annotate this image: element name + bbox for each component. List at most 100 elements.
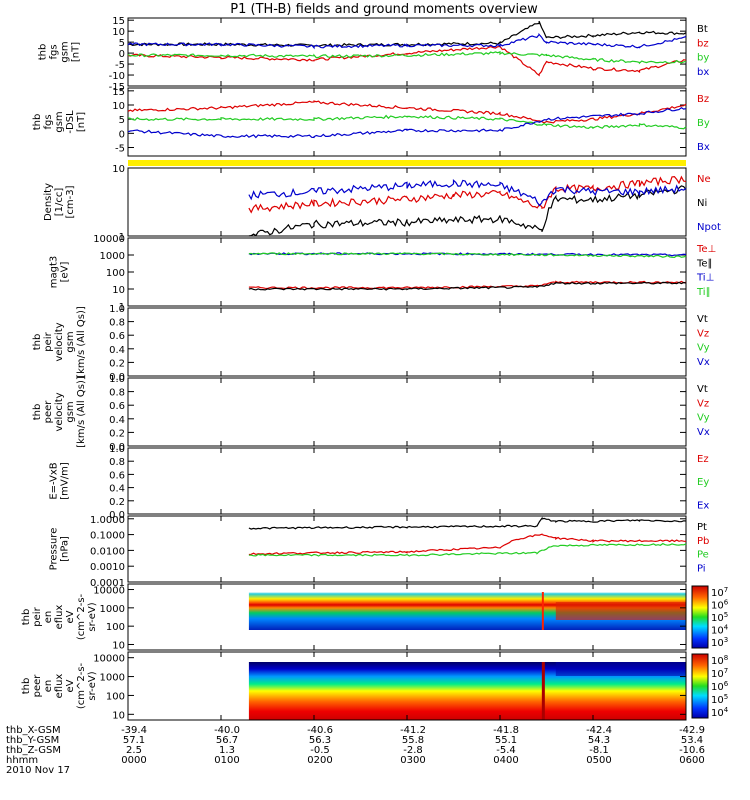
footer-value: 57.1 <box>123 735 145 746</box>
footer-row-label: thb_Z-GSM <box>6 745 61 756</box>
y-tick-label: 10 <box>112 164 125 175</box>
y-tick-label: 100 <box>106 268 125 279</box>
y-axis-title-line: [km/s (All Qs)] <box>76 376 87 448</box>
y-axis-title-line: peir <box>43 331 54 351</box>
series-By <box>127 114 687 130</box>
footer-row-label: thb_X-GSM <box>6 725 61 736</box>
footer-value: -41.8 <box>493 725 519 736</box>
y-tick-label: 0.6 <box>109 401 125 412</box>
y-axis-title-line: gsm <box>65 331 76 352</box>
legend-Pb: Pb <box>697 536 709 547</box>
y-axis-title-line: [mV/m] <box>60 462 71 500</box>
y-tick-label: 10 <box>112 640 125 651</box>
y-tick-label: 1.0 <box>109 304 125 315</box>
legend-Vx: Vx <box>697 357 710 368</box>
y-tick-label: 0.1000 <box>90 531 125 542</box>
y-tick-label: 0.6 <box>109 470 125 481</box>
spectrogram-band <box>555 602 686 620</box>
legend-Ti∥: Ti∥ <box>696 287 711 298</box>
y-tick-label: 0.0 <box>109 442 125 453</box>
y-axis-title-line: en <box>43 611 54 624</box>
y-tick-label: 1.0 <box>109 374 125 385</box>
y-tick-label: 1 <box>119 232 125 243</box>
y-tick-label: 0.2 <box>109 497 125 508</box>
y-tick-label: 0.8 <box>109 318 125 329</box>
y-tick-label: 0.2 <box>109 428 125 439</box>
y-tick-label: 10000 <box>93 586 125 597</box>
y-axis-title-line: E=-VxB <box>49 462 60 499</box>
legend-Vt: Vt <box>697 384 708 395</box>
footer-value: -2.8 <box>403 745 423 756</box>
footer-value: 55.8 <box>402 735 424 746</box>
y-axis-title-line: eV <box>65 610 76 623</box>
footer-value: -40.0 <box>214 725 240 736</box>
panel-7: E=-VxB[mV/m] 1.0 0.8 0.6 0.4 0.2 0.0 Ez Ey Ex <box>49 444 710 521</box>
y-tick-label: -15 <box>109 82 125 93</box>
footer-value: 0600 <box>679 755 704 766</box>
colorbar-tick-label: 107 <box>711 667 728 680</box>
panel-6: thbpeervelocitygsm[km/s (All Qs)] 1.0 0.8 0… <box>32 374 710 453</box>
footer-value: 0100 <box>214 755 239 766</box>
y-axis-title-line: thb <box>38 44 49 61</box>
y-axis-title-line: [1/cc] <box>54 188 65 217</box>
y-tick-label: 0.6 <box>109 331 125 342</box>
panel-9: thbpeirenefluxeV(cm^2-s-sr-eV)1071061051… <box>21 583 729 651</box>
spectrogram-spike <box>541 662 545 720</box>
y-tick-label: 0.4 <box>109 415 125 426</box>
y-tick-label: 1000 <box>100 251 125 262</box>
series-Ne <box>248 175 687 214</box>
y-tick-label: -5 <box>115 144 125 155</box>
legend-bz: bz <box>697 38 709 49</box>
legend-Bt: Bt <box>697 24 708 35</box>
series-bz <box>127 44 687 77</box>
y-axis-title-line: eflux <box>54 674 65 699</box>
legend-Pe: Pe <box>697 550 709 561</box>
y-axis-title-line: sr-eV) <box>87 602 98 631</box>
footer-value: 56.7 <box>216 735 238 746</box>
panel-frame <box>127 87 687 157</box>
panel-2: thbfgsgsm-DSL[nT] 15 10 5 0 -5 Bz By Bx <box>32 87 710 166</box>
footer-value: -5.4 <box>496 745 516 756</box>
footer-value: -39.4 <box>121 725 147 736</box>
y-tick-label: 1.0000 <box>90 515 125 526</box>
colorbar-tick-label: 103 <box>711 636 728 649</box>
y-axis-title-line: -DSL <box>65 110 76 134</box>
y-axis-title: Pressure[nPa] <box>49 528 71 571</box>
y-axis-title: thbfgsgsm[nT] <box>38 41 82 62</box>
legend-Pi: Pi <box>697 563 706 574</box>
footer-value: 0300 <box>400 755 425 766</box>
footer-value: 1.3 <box>219 745 235 756</box>
legend-Bz: Bz <box>697 94 709 105</box>
footer-value: 0000 <box>121 755 146 766</box>
y-axis-title-line: magt3 <box>49 256 60 289</box>
y-tick-label: 10 <box>112 101 125 112</box>
legend-Ez: Ez <box>697 454 709 465</box>
y-axis-title-line: [cm-3] <box>65 185 76 218</box>
series-Ni <box>248 185 687 237</box>
y-axis-title-line: gsm <box>60 41 71 62</box>
series-Bt <box>127 20 687 48</box>
footer-row-label: thb_Y-GSM <box>6 735 59 746</box>
y-axis-title-line: thb <box>32 114 43 131</box>
panel-8: Pressure[nPa] 1.0000 0.1000 0.0100 0.0010 0.0… <box>49 515 710 589</box>
legend-Pt: Pt <box>697 522 707 533</box>
colorbar-tick-label: 108 <box>711 654 728 667</box>
y-tick-label: 10000 <box>93 234 125 245</box>
footer-value: 54.3 <box>588 735 610 746</box>
y-tick-label: 0.0100 <box>90 546 125 557</box>
footer-value: 0200 <box>307 755 332 766</box>
y-tick-label: 10 <box>112 27 125 38</box>
colorbar-tick-label: 105 <box>711 611 728 624</box>
y-tick-label: 0.2 <box>109 358 125 369</box>
y-axis-title-line: Density <box>43 183 54 221</box>
series-by <box>127 51 687 65</box>
panel-frame <box>127 377 687 447</box>
panel-frame <box>127 17 687 87</box>
spectrogram-band <box>555 662 686 676</box>
colorbar-tick-label: 104 <box>711 624 729 637</box>
y-tick-label: 100 <box>106 691 125 702</box>
y-axis-title: thbpeerenefluxeV(cm^2-s-sr-eV) <box>21 662 98 709</box>
series-Ti∥ <box>248 252 687 259</box>
y-tick-label: 0.8 <box>109 457 125 468</box>
